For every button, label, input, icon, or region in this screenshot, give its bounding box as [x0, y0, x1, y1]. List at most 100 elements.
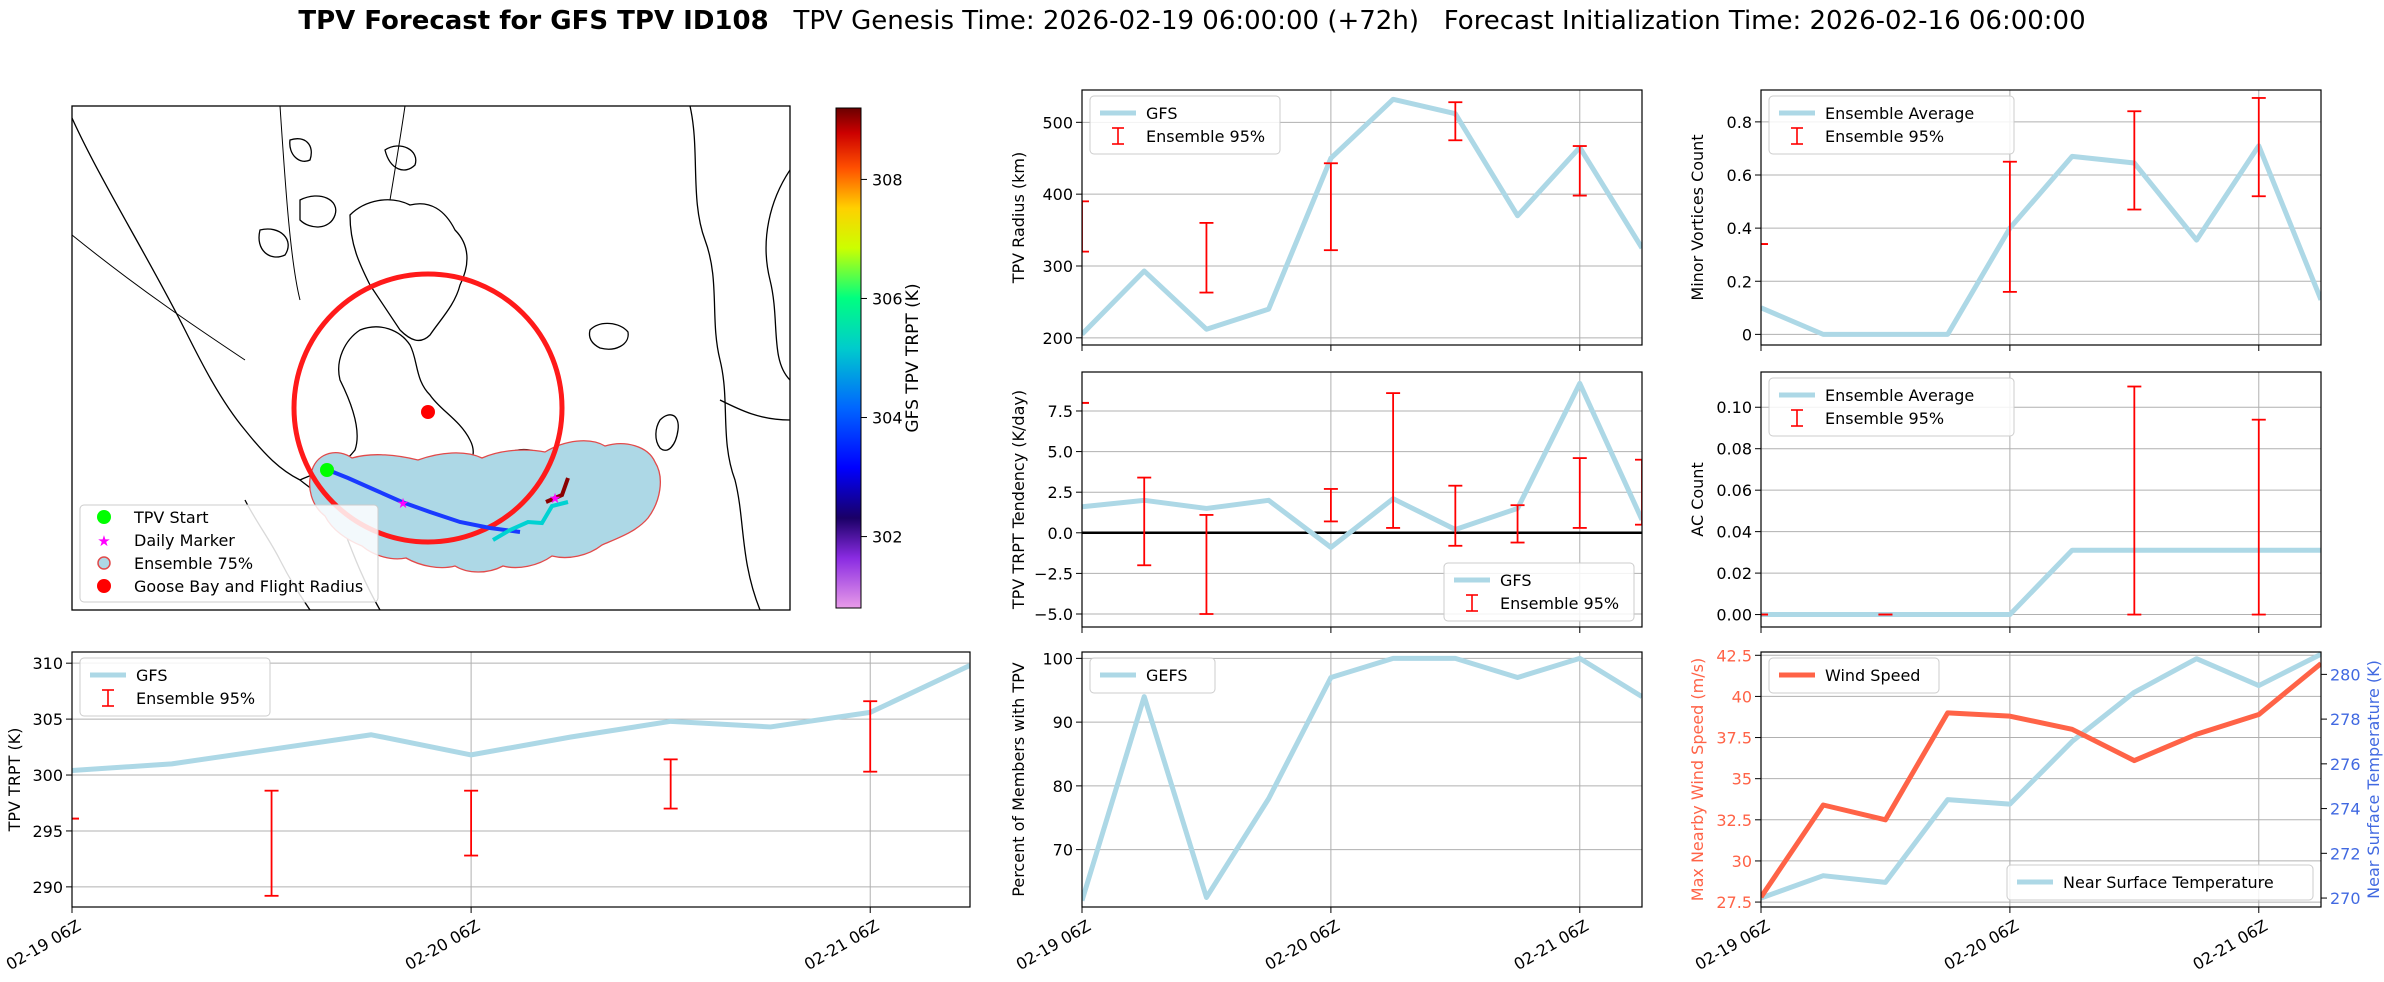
y-tick-label: 300 [1042, 257, 1073, 276]
x-tick-label: 02-21 06Z [1510, 916, 1591, 974]
plot-area [1761, 652, 2321, 901]
plot-area [1082, 655, 1642, 902]
y-tick-label: 7.5 [1048, 402, 1073, 421]
legend-box [1089, 95, 1281, 155]
plot-area [1761, 97, 2321, 337]
y2-axis-label: Near Surface Temperature (K) [2364, 660, 2383, 899]
arctic-islands [258, 138, 417, 258]
chart-tendency: −5.0 −2.5 0.0 2.5 5.0 7.5 TPV TRPT Tendency (K… [1009, 371, 1643, 633]
daily-marker-star: ★ [397, 496, 410, 512]
legend-box [79, 657, 271, 717]
legend-label: Ensemble 95% [1500, 594, 1619, 613]
y-tick-label: 0.00 [1716, 606, 1752, 625]
coastline-europe [689, 106, 790, 610]
colorbar-tick-label: 304 [872, 409, 903, 428]
legend-box [1768, 657, 1940, 694]
legend-star-icon: ★ [97, 532, 110, 550]
colorbar-tick-label: 306 [872, 289, 903, 308]
chart-radius: 200 300 400 500 TPV Radius (km) GFS Ensemble 9… [1009, 89, 1643, 351]
chart-legend: Wind Speed [1768, 657, 1940, 694]
y-tick-label: 2.5 [1048, 483, 1073, 502]
chart-legend: GFS Ensemble 95% [1089, 95, 1281, 155]
y-tick-label: 100 [1042, 649, 1073, 668]
legend-start-icon [97, 510, 111, 524]
y-tick-label: 0 [1742, 325, 1752, 344]
legend-ensemble-icon [97, 556, 111, 570]
y-axis-label: AC Count [1688, 462, 1707, 536]
y-axis-label: Minor Vortices Count [1688, 134, 1707, 300]
y-tick-label: 90 [1053, 713, 1073, 732]
y-tick-label: 0.8 [1727, 113, 1752, 132]
chart-wind-temperature: 27.5 30 32.5 35 37.5 40 42.5 02-19 06Z 02-20 06Z… [1688, 646, 2383, 974]
legend-label: Ensemble 95% [1825, 409, 1944, 428]
x-tick-label: 02-21 06Z [801, 916, 882, 974]
y-tick-label: 500 [1042, 113, 1073, 132]
tpv-track [327, 468, 521, 534]
arctic-boundary-line [72, 106, 406, 361]
y-tick-label: 40 [1732, 687, 1752, 706]
x-tick-label: 02-20 06Z [1262, 916, 1343, 974]
coastline-hudson [299, 326, 474, 481]
x-tick-label: 02-19 06Z [3, 916, 84, 974]
y-tick-label: 0.06 [1716, 481, 1752, 500]
colorbar-label: GFS TPV TRPT (K) [903, 283, 923, 432]
legend-box [1089, 657, 1216, 694]
y-tick-label: 80 [1053, 777, 1073, 796]
y-tick-label: 0.2 [1727, 272, 1752, 291]
y-tick-label: 70 [1053, 841, 1073, 860]
legend-label: Near Surface Temperature [2063, 873, 2274, 892]
plot-area [72, 663, 970, 897]
y-axis-label: TPV Radius (km) [1009, 152, 1028, 285]
colorbar: 302 304 306 308 GFS TPV TRPT (K) [835, 107, 923, 609]
legend-label: GEFS [1146, 666, 1188, 685]
y-tick-label: 5.0 [1048, 443, 1073, 462]
y-tick-label: 300 [32, 766, 63, 785]
y-tick-label: 32.5 [1716, 811, 1752, 830]
legend-label: Wind Speed [1825, 666, 1920, 685]
colorbar-tick-label: 308 [872, 170, 903, 189]
chart-trpt: 290 295 300 305 310 02-19 06Z 02-20 06Z 02-21 0… [3, 651, 971, 974]
y2-tick-label: 276 [2330, 755, 2361, 774]
map-legend-label: TPV Start [133, 508, 209, 527]
y-tick-label: −5.0 [1034, 605, 1073, 624]
x-tick-label: 02-21 06Z [2189, 916, 2270, 974]
tpv-start-marker [320, 463, 334, 477]
chart-legend: Near Surface Temperature [2006, 864, 2314, 901]
coastline-uk [655, 414, 679, 451]
title-bold: TPV Forecast for GFS TPV ID108 [298, 6, 769, 36]
series-line [1082, 655, 1642, 902]
y-tick-label: 305 [32, 710, 63, 729]
series-line [1761, 652, 2321, 901]
chart-frame [1081, 651, 1643, 908]
chart-frame [1081, 371, 1643, 628]
map-legend: TPV Start ★ Daily Marker Ensemble 75% Go… [79, 504, 379, 603]
y-tick-label: 0.08 [1716, 440, 1752, 459]
y-tick-label: 0.0 [1048, 524, 1073, 543]
plot-area [1082, 380, 1642, 615]
y-axis-label: Max Nearby Wind Speed (m/s) [1688, 658, 1707, 901]
y-axis-label: TPV TRPT Tendency (K/day) [1009, 390, 1028, 610]
chart-members: 70 80 90 100 02-19 06Z 02-20 06Z 02-21 06Z Perc… [1009, 649, 1643, 974]
chart-frame [1760, 651, 2322, 908]
plot-area [1082, 96, 1642, 336]
y-tick-label: 310 [32, 654, 63, 673]
map-legend-label: Goose Bay and Flight Radius [134, 577, 363, 596]
y-tick-label: 400 [1042, 185, 1073, 204]
chart-ac-count: 0.00 0.02 0.04 0.06 0.08 0.10 AC Count Ensemble… [1688, 371, 2322, 633]
y2-tick-label: 272 [2330, 844, 2361, 863]
legend-label: GFS [1146, 104, 1177, 123]
chart-frame [71, 651, 971, 908]
y-tick-label: 30 [1732, 852, 1752, 871]
y2-tick-label: 270 [2330, 889, 2361, 908]
chart-legend: Ensemble Average Ensemble 95% [1768, 377, 2015, 437]
series-line [1082, 380, 1642, 550]
y-axis-label: TPV TRPT (K) [5, 728, 24, 833]
map-frame [71, 105, 791, 611]
tpv-track-end [545, 477, 570, 504]
series-line [72, 663, 970, 774]
y-tick-label: 0.6 [1727, 166, 1752, 185]
coastline-iceland [588, 322, 629, 350]
tpv-track-late [491, 500, 569, 542]
y-tick-label: 200 [1042, 329, 1073, 348]
series-line [1761, 547, 2321, 618]
